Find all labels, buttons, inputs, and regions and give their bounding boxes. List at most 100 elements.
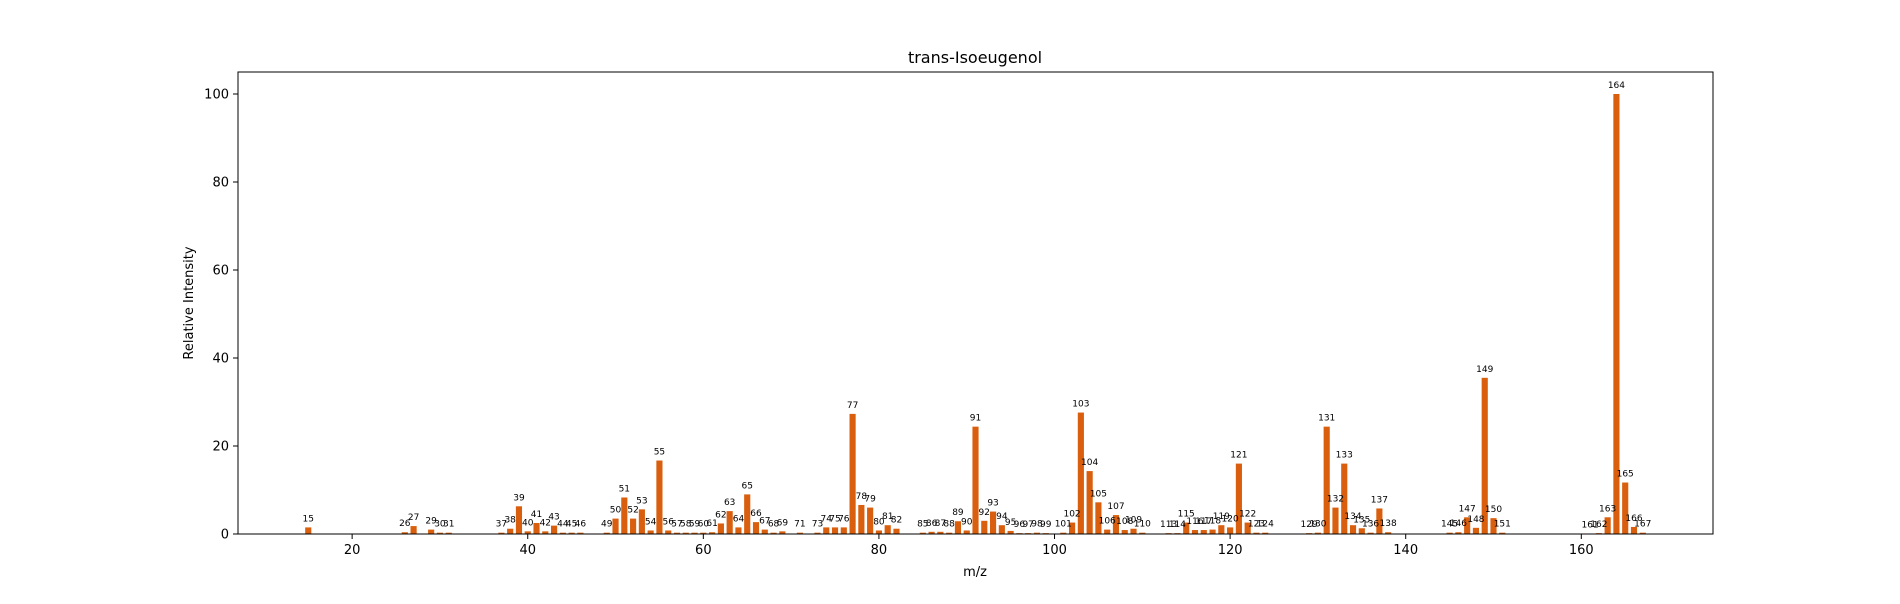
- bar-label-mz-147: 147: [1459, 504, 1476, 514]
- bar-label-mz-71: 71: [794, 520, 805, 530]
- x-axis-label: m/z: [963, 565, 987, 580]
- x-tick-label-160: 160: [1569, 543, 1594, 558]
- bar-label-mz-103: 103: [1072, 400, 1089, 410]
- bar-mz-164: [1613, 94, 1619, 534]
- bar-label-mz-167: 167: [1634, 520, 1651, 530]
- bar-label-mz-77: 77: [847, 401, 858, 411]
- x-tick-label-80: 80: [871, 543, 888, 558]
- bar-label-mz-148: 148: [1467, 515, 1484, 525]
- bar-label-mz-46: 46: [575, 520, 587, 530]
- bar-label-mz-93: 93: [987, 499, 998, 509]
- bar-label-mz-121: 121: [1230, 451, 1247, 461]
- bar-label-mz-146: 146: [1450, 519, 1467, 529]
- bar-mz-76: [841, 527, 847, 534]
- bar-mz-118: [1209, 530, 1215, 534]
- bar-label-mz-15: 15: [303, 514, 314, 524]
- bar-mz-132: [1332, 508, 1338, 534]
- bar-label-mz-150: 150: [1485, 505, 1502, 515]
- bar-label-mz-137: 137: [1371, 495, 1388, 505]
- bar-mz-104: [1087, 471, 1093, 534]
- bar-label-mz-52: 52: [627, 506, 638, 516]
- bar-label-mz-106: 106: [1099, 517, 1116, 527]
- bar-label-mz-49: 49: [601, 520, 613, 530]
- x-tick-label-60: 60: [695, 543, 712, 558]
- chart-title: trans-Isoeugenol: [908, 48, 1042, 67]
- bar-mz-56: [665, 530, 671, 534]
- bar-label-mz-53: 53: [636, 496, 647, 506]
- bar-label-mz-76: 76: [838, 514, 850, 524]
- bar-mz-50: [612, 519, 618, 534]
- bar-label-mz-133: 133: [1336, 451, 1353, 461]
- x-tick-label-40: 40: [519, 543, 536, 558]
- x-tick-label-120: 120: [1218, 543, 1243, 558]
- bar-label-mz-138: 138: [1380, 519, 1397, 529]
- y-tick-label-100: 100: [204, 88, 229, 103]
- bar-label-mz-31: 31: [443, 520, 454, 530]
- bar-mz-165: [1622, 483, 1628, 534]
- bar-label-mz-92: 92: [979, 508, 990, 518]
- y-tick-label-0: 0: [221, 528, 229, 543]
- bar-label-mz-38: 38: [504, 516, 516, 526]
- bar-mz-54: [648, 530, 654, 534]
- bar-label-mz-151: 151: [1494, 520, 1511, 530]
- bar-mz-91: [972, 427, 978, 534]
- bar-label-mz-122: 122: [1239, 510, 1256, 520]
- bar-label-mz-136: 136: [1362, 520, 1379, 530]
- bar-mz-117: [1201, 530, 1207, 534]
- bar-label-mz-163: 163: [1599, 504, 1616, 514]
- bar-label-mz-110: 110: [1134, 520, 1151, 530]
- bar-mz-15: [305, 527, 311, 534]
- bar-label-mz-82: 82: [891, 516, 902, 526]
- bar-label-mz-114: 114: [1169, 520, 1186, 530]
- bar-label-mz-149: 149: [1476, 365, 1493, 375]
- bar-label-mz-130: 130: [1309, 520, 1326, 530]
- bar-mz-80: [876, 530, 882, 534]
- bar-mz-64: [735, 527, 741, 534]
- bar-mz-78: [858, 505, 864, 534]
- bar-label-mz-63: 63: [724, 498, 735, 508]
- bar-mz-62: [718, 523, 724, 534]
- bar-label-mz-27: 27: [408, 513, 419, 523]
- bar-mz-67: [762, 530, 768, 534]
- bar-mz-74: [823, 527, 829, 534]
- bar-label-mz-105: 105: [1090, 489, 1107, 499]
- bar-label-mz-131: 131: [1318, 414, 1335, 424]
- bar-mz-131: [1324, 427, 1330, 534]
- bar-label-mz-62: 62: [715, 510, 726, 520]
- bar-mz-38: [507, 529, 513, 534]
- bar-label-mz-64: 64: [733, 514, 745, 524]
- bar-label-mz-107: 107: [1107, 502, 1124, 512]
- bar-mz-116: [1192, 530, 1198, 534]
- bar-label-mz-54: 54: [645, 517, 657, 527]
- bar-mz-108: [1122, 530, 1128, 534]
- x-tick-label-140: 140: [1393, 543, 1418, 558]
- bar-label-mz-65: 65: [742, 481, 753, 491]
- bar-label-mz-88: 88: [943, 520, 955, 530]
- bar-label-mz-99: 99: [1040, 520, 1052, 530]
- bar-label-mz-51: 51: [619, 484, 630, 494]
- bar-mz-148: [1473, 528, 1479, 534]
- y-tick-label-20: 20: [212, 440, 229, 455]
- y-tick-label-80: 80: [212, 176, 229, 191]
- bar-mz-92: [981, 521, 987, 534]
- bar-label-mz-132: 132: [1327, 495, 1344, 505]
- bar-label-mz-69: 69: [777, 518, 789, 528]
- bar-mz-52: [630, 519, 636, 534]
- bar-label-mz-104: 104: [1081, 458, 1098, 468]
- bar-mz-29: [428, 530, 434, 534]
- x-tick-label-100: 100: [1042, 543, 1067, 558]
- bar-mz-134: [1350, 525, 1356, 534]
- bar-label-mz-50: 50: [610, 506, 622, 516]
- bar-mz-77: [850, 414, 856, 534]
- bar-mz-51: [621, 497, 627, 534]
- bar-label-mz-91: 91: [970, 414, 981, 424]
- y-tick-label-40: 40: [212, 352, 229, 367]
- bar-label-mz-39: 39: [513, 493, 525, 503]
- y-axis-label: Relative Intensity: [182, 246, 197, 359]
- bar-label-mz-162: 162: [1590, 520, 1607, 530]
- bar-mz-82: [893, 529, 899, 534]
- bar-label-mz-165: 165: [1617, 470, 1634, 480]
- bar-label-mz-120: 120: [1222, 514, 1239, 524]
- bar-mz-90: [964, 530, 970, 534]
